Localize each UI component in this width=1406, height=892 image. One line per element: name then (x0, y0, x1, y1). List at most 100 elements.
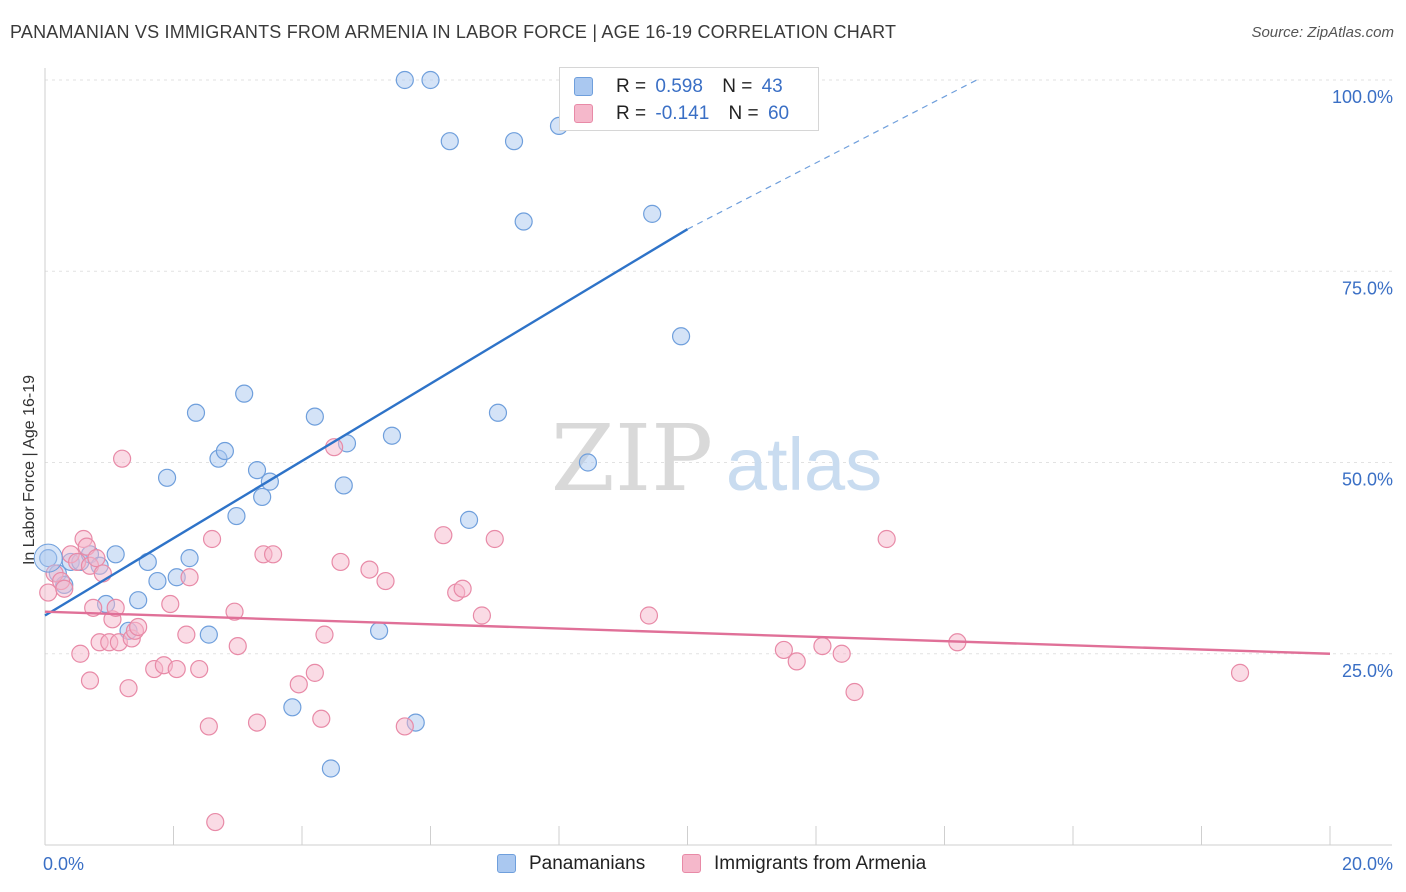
panamanian-point (305, 407, 324, 426)
armenia-point (376, 571, 395, 591)
watermark: ZIP atlas (551, 405, 882, 512)
legend-r-value: 0.598 (655, 76, 703, 97)
legend-r-label: R = (616, 103, 647, 124)
armenia-trend-line (44, 610, 1331, 655)
trend-lines (44, 79, 1331, 655)
watermark-zip: ZIP (551, 405, 713, 512)
chart-title: PANAMANIAN VS IMMIGRANTS FROM ARMENIA IN… (10, 22, 897, 42)
panamanian-point (39, 549, 58, 568)
panamanian-point (578, 453, 598, 472)
legend-n-value: 60 (767, 103, 790, 124)
legend-swatch-panamanians (497, 854, 516, 873)
legend-r-value: -0.141 (655, 103, 710, 124)
armenia-point (161, 594, 180, 614)
armenia-point (228, 636, 247, 656)
armenia-point (71, 644, 90, 663)
armenia-point (177, 625, 196, 644)
armenia-point (787, 652, 806, 671)
armenia-point (360, 560, 379, 579)
armenia-point (129, 617, 148, 637)
panamanian-point (671, 327, 691, 346)
panamanian-point (129, 591, 148, 610)
armenia-point (453, 579, 472, 598)
panamanian-point (643, 204, 662, 223)
armenia-point (395, 717, 414, 736)
armenia-point (87, 549, 106, 568)
armenia-point (485, 529, 504, 549)
panamanian-point (186, 403, 206, 422)
panamanian-point (199, 625, 218, 644)
panamanian-point (106, 545, 125, 564)
legend-r-label: R = (616, 76, 647, 97)
panamanian-point (247, 461, 267, 480)
axes (44, 68, 1392, 846)
armenia-point (206, 812, 225, 832)
legend-swatch-armenia (574, 104, 593, 123)
armenia-point (112, 449, 132, 468)
panamanian-point (334, 476, 353, 495)
legend-n-label: N = (722, 76, 753, 97)
armenia-point (774, 640, 793, 660)
armenia-point (263, 545, 283, 564)
armenia-point (434, 526, 453, 545)
source-label: Source: ZipAtlas.com (1251, 24, 1394, 41)
armenia-point (119, 679, 138, 698)
armenia-point (199, 717, 218, 736)
panamanian-point (459, 510, 479, 529)
armenia-point (202, 529, 222, 549)
panamanian-point (488, 403, 508, 422)
panamanian-point (157, 468, 177, 487)
panamanian-point (382, 426, 402, 445)
armenia-point (472, 606, 491, 625)
armenia-point (55, 579, 74, 598)
data-points (33, 70, 1250, 832)
armenia-point (312, 709, 331, 728)
armenia-point (832, 644, 851, 663)
panamanian-trend-line (44, 228, 689, 617)
panamanian-point (215, 441, 234, 461)
armenia-point (1230, 663, 1250, 682)
tick-labels: 25.0% 50.0% 75.0% 100.0% 0.0% 20.0% (43, 87, 1393, 874)
armenia-point (315, 625, 334, 644)
armenia-point (639, 606, 659, 625)
armenia-point (877, 529, 896, 549)
armenia-point (180, 568, 199, 587)
panamanian-point (395, 70, 414, 90)
panamanian-point (235, 384, 254, 403)
armenia-point (813, 636, 832, 656)
panamanian-point (504, 132, 524, 151)
stats-legend: R = 0.598 N = 43 R = -0.141 N = 60 (559, 67, 819, 131)
grid-lines (45, 79, 1392, 655)
y-tick-label: 75.0% (1342, 278, 1393, 298)
panamanian-point (227, 506, 246, 526)
legend-n-value: 43 (761, 76, 783, 97)
panamanian-point (180, 549, 199, 568)
armenia-point (247, 713, 267, 732)
y-tick-label: 50.0% (1342, 470, 1393, 490)
armenia-point (331, 552, 350, 572)
legend-label: Panamanians (529, 853, 646, 874)
panamanian-point (421, 70, 440, 90)
panamanian-point (440, 132, 459, 151)
panamanian-point (283, 698, 302, 717)
armenia-point (289, 675, 308, 694)
y-tick-label: 25.0% (1342, 661, 1393, 681)
panamanian-point (321, 759, 341, 778)
armenia-point (190, 659, 209, 679)
x-tick-label: 20.0% (1342, 854, 1393, 874)
x-tick-label: 0.0% (43, 854, 84, 874)
y-tick-label: 100.0% (1332, 87, 1393, 107)
armenia-point (106, 598, 125, 617)
armenia-point (225, 602, 244, 621)
panamanian-point (33, 543, 63, 573)
legend-swatch-panamanians (574, 77, 593, 96)
panamanian-point (253, 487, 272, 507)
watermark-atlas: atlas (726, 423, 882, 506)
panamanian-point (148, 571, 167, 591)
series-legend: Panamanians Immigrants from Armenia (0, 852, 1406, 878)
legend-n-label: N = (728, 103, 759, 124)
armenia-point (305, 663, 324, 682)
panamanian-point (514, 212, 533, 231)
legend-swatch-armenia (682, 854, 701, 873)
